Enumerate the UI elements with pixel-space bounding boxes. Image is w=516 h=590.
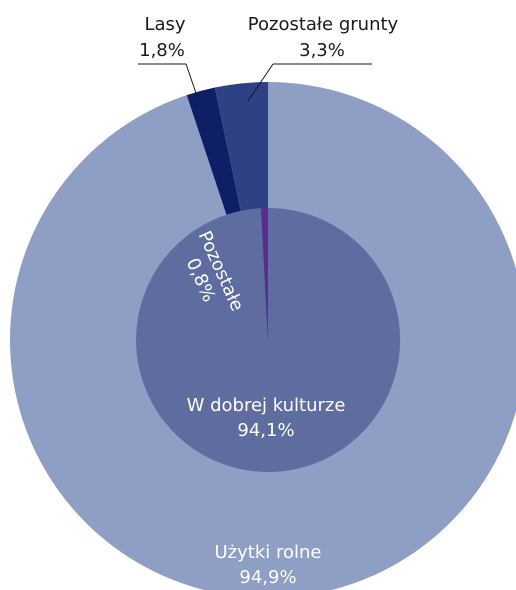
slice-pozostale: [261, 208, 268, 340]
leader-lasy-diagonal: [185, 63, 198, 97]
value-pozostale-grunty: 3,3%: [299, 40, 345, 61]
label-pozostale-grunty: Pozostałe grunty: [248, 14, 399, 35]
label-w-dobrej-kulturze: W dobrej kulturze: [187, 395, 346, 416]
label-uzytki-rolne: Użytki rolne: [215, 542, 322, 563]
leader-lines: [138, 63, 372, 102]
slice-w-dobrej-kulturze: [136, 207, 401, 472]
value-w-dobrej-kulturze: 94,1%: [237, 420, 294, 441]
value-lasy: 1,8%: [139, 40, 185, 61]
leader-pozostale-grunty-diagonal: [247, 63, 274, 102]
value-uzytki-rolne: 94,9%: [239, 567, 296, 588]
label-lasy: Lasy: [144, 14, 185, 35]
inner-ring: [136, 207, 401, 472]
